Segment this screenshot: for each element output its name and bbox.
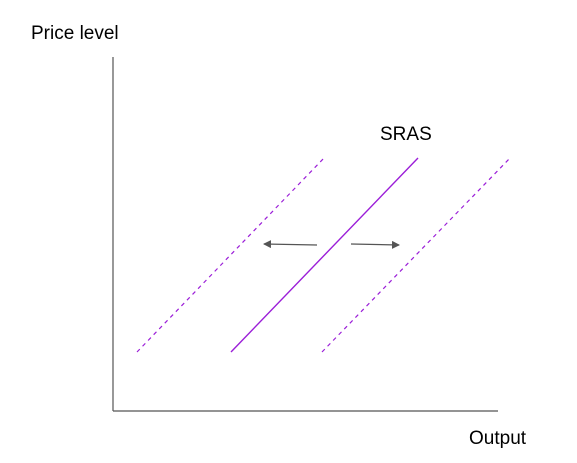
shift-left-arrow	[263, 240, 318, 249]
shift-right-arrow	[350, 240, 400, 249]
y-axis-label: Price level	[31, 23, 119, 44]
sras-shifted-left-curve	[136, 156, 326, 353]
x-axis-label: Output	[469, 428, 527, 449]
sras-label: SRAS	[380, 124, 432, 145]
sras-shifted-right-curve	[321, 156, 512, 353]
sras-curve	[230, 157, 419, 353]
